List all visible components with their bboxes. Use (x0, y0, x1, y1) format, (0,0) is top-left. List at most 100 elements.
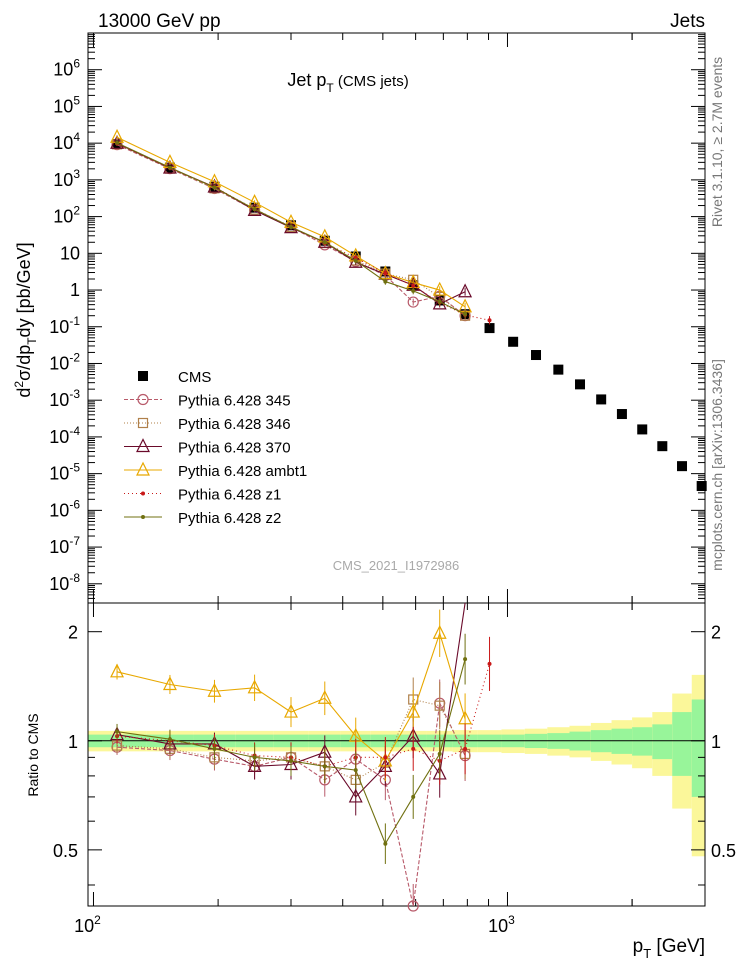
mc-point (136, 438, 150, 453)
mc-point (317, 689, 332, 704)
mc-point (383, 841, 388, 846)
y-tick-label: 102 (53, 204, 80, 227)
green-band-bin (632, 727, 653, 756)
legend-label: Pythia 6.428 z2 (178, 510, 281, 527)
ratio-ylabel: Ratio to CMS (25, 713, 41, 796)
cms-data-point (616, 409, 627, 420)
header-energy: 13000 GeV pp (98, 11, 221, 32)
y-tick-label: 10-8 (49, 571, 80, 594)
ratio-y-tick-label: 1 (68, 732, 78, 752)
mc-point (212, 746, 217, 751)
mc-point (167, 737, 172, 742)
ratio-y-tick-label: 2 (68, 623, 78, 643)
legend-label: Pythia 6.428 370 (178, 440, 291, 457)
green-band-bin (652, 724, 673, 760)
x-tick-label: 102 (74, 913, 101, 936)
green-band-bin (672, 712, 692, 776)
green-band-bin (691, 699, 705, 797)
x-tick-label: 103 (488, 913, 515, 936)
ratio-frame (87, 602, 706, 907)
main-panel-series (110, 128, 707, 492)
plot-title: Jet pT (CMS jets) (287, 70, 408, 95)
mc-point (322, 764, 327, 769)
ratio-y-tick-label: 0.5 (53, 841, 78, 861)
mc-point (411, 794, 416, 799)
cms-data-point (596, 394, 607, 405)
cms-data-point (657, 441, 668, 452)
ratio-panel-axes: 0.5 0.5 1 1 2 2 102 103 (53, 602, 736, 936)
mc-point (162, 676, 177, 691)
mc-point (383, 271, 388, 276)
mc-point (252, 207, 257, 212)
mc-point (437, 751, 442, 756)
mc-point (289, 225, 294, 230)
mc-point (289, 758, 294, 763)
mc-point (167, 165, 172, 170)
mc-point (487, 318, 492, 323)
y-tick-label: 10-7 (49, 534, 80, 557)
mc-point (463, 746, 468, 751)
mc-point (434, 700, 445, 711)
cms-data-point (637, 424, 648, 435)
cms-data-point (531, 350, 542, 361)
series-line (116, 143, 466, 317)
cms-data-point (138, 371, 148, 381)
mc-point (437, 299, 442, 304)
ratio-panel-series (110, 602, 492, 912)
ratio-y-tick-label-right: 0.5 (711, 841, 736, 861)
mc-point (207, 682, 222, 697)
mc-point (212, 185, 217, 190)
legend-label: Pythia 6.428 ambt1 (178, 463, 307, 480)
mc-point (284, 703, 298, 718)
mc-point (487, 661, 492, 666)
mc-point (406, 703, 421, 718)
y-tick-label: 1 (70, 280, 80, 300)
green-band-bin (611, 728, 633, 754)
main-ylabel: d2σ/dpTdy [pb/GeV] (12, 242, 39, 397)
mc-point (137, 417, 149, 429)
y-tick-label: 10-6 (49, 497, 80, 520)
y-tick-label: 106 (53, 57, 80, 80)
mc-point (141, 491, 145, 496)
legend-label: Pythia 6.428 345 (178, 393, 291, 410)
mc-point (348, 788, 363, 803)
mc-point (411, 746, 416, 751)
mc-point (136, 461, 150, 476)
x-axis-label: pT [GeV] (633, 936, 705, 961)
mc-point (115, 140, 120, 145)
cms-data-point (484, 323, 495, 334)
rivet-version-label: Rivet 3.1.10, ≥ 2.7M events (709, 57, 725, 227)
mc-point (353, 258, 358, 263)
mc-point (463, 657, 468, 662)
cms-data-point (508, 336, 519, 347)
y-tick-label: 10-3 (49, 387, 80, 410)
legend-label: CMS (178, 369, 211, 386)
mc-point (383, 279, 388, 284)
mc-point (249, 204, 260, 215)
mc-point (115, 729, 120, 734)
cms-data-point (575, 379, 586, 390)
y-tick-label: 10-2 (49, 350, 80, 373)
mc-point (411, 283, 416, 288)
y-tick-label: 105 (53, 93, 80, 116)
mc-point (407, 900, 419, 912)
y-tick-label: 10 (60, 243, 80, 263)
mc-point (247, 758, 262, 772)
mc-point (432, 281, 447, 296)
mc-point (432, 624, 447, 639)
ratio-y-tick-label-right: 2 (711, 623, 721, 643)
legend: CMS Pythia 6.428 345 Pythia 6.428 346 Pythi… (124, 369, 307, 527)
cms-data-point (553, 364, 564, 375)
mc-point (353, 768, 358, 773)
main-panel-axes: 10-8 10-7 10-6 10-5 10-4 10-3 10-2 10-1 1 10 102 10… (49, 32, 706, 604)
mc-point (458, 283, 473, 298)
cms-data-point (677, 461, 688, 472)
mc-point (252, 755, 257, 760)
mc-point (141, 515, 145, 519)
y-tick-label: 10-5 (49, 461, 80, 484)
mc-point (110, 663, 125, 678)
mc-point (137, 393, 149, 406)
mcplots-reference-label: mcplots.cern.ch [arXiv:1306.3436] (709, 359, 725, 571)
y-tick-label: 103 (53, 167, 80, 190)
mc-point (247, 202, 262, 216)
